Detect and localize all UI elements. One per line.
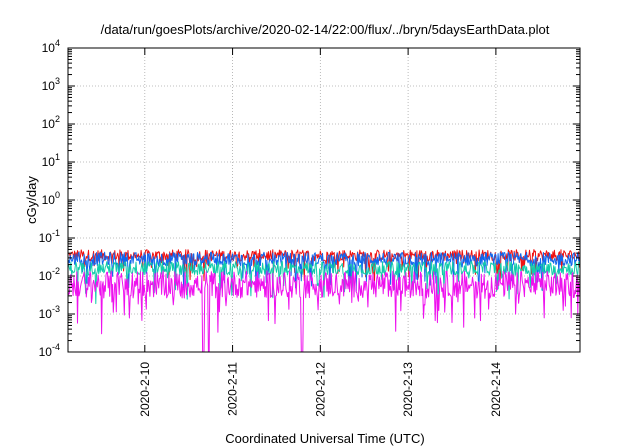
x-tick-label: 2020-2-11	[226, 362, 240, 416]
x-tick-label: 2020-2-13	[401, 362, 415, 417]
x-tick-label: 2020-2-14	[489, 362, 503, 417]
y-tick-label: 100	[42, 190, 60, 207]
grid	[68, 48, 580, 352]
ticks	[68, 47, 580, 353]
y-tick-label: 10-1	[39, 228, 60, 245]
series-line-2	[67, 260, 581, 305]
x-tick-label: 2020-2-10	[138, 362, 152, 417]
series-layer	[67, 249, 581, 353]
x-tick-labels: 2020-2-10 2020-2-11 2020-2-12 2020-2-13 2020…	[138, 362, 503, 417]
y-tick-label: 10-4	[39, 342, 60, 359]
y-tick-label: 10-2	[39, 266, 60, 283]
chart-title: /data/run/goesPlots/archive/2020-02-14/2…	[101, 22, 550, 37]
x-axis-label: Coordinated Universal Time (UTC)	[225, 431, 424, 446]
y-tick-label: 103	[42, 76, 60, 93]
y-axis-label: cGy/day	[24, 176, 39, 224]
y-tick-label: 10-3	[39, 304, 60, 321]
y-tick-label: 102	[42, 114, 60, 131]
series-line-3	[67, 270, 581, 353]
y-tick-labels: 10-4 10-3 10-2 10-1 100 101 102 103 104	[39, 38, 60, 359]
series-line-1	[67, 251, 581, 292]
y-tick-label: 104	[42, 38, 60, 55]
x-tick-label: 2020-2-12	[313, 362, 327, 417]
y-tick-label: 101	[42, 152, 60, 169]
